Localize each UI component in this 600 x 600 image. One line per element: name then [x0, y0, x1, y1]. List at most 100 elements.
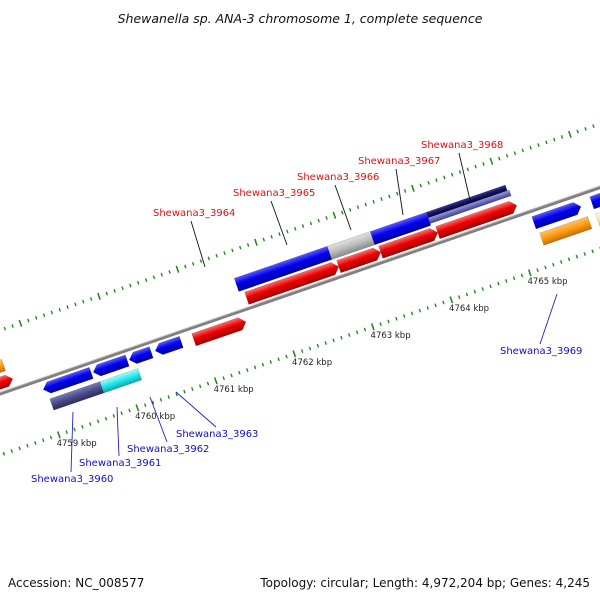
gene-shewana3-3961[interactable]: [99, 368, 143, 394]
minor-tick: [191, 261, 195, 266]
gene-forward-i[interactable]: [589, 186, 600, 210]
gene-label-reverse[interactable]: Shewana3_3969: [500, 346, 582, 357]
minor-tick: [592, 124, 595, 129]
gene-label-forward[interactable]: Shewana3_3967: [358, 156, 440, 167]
gene-forward-f[interactable]: [531, 200, 583, 230]
gene-shewana3-3966[interactable]: [326, 231, 376, 260]
minor-tick: [246, 243, 250, 247]
gene-rev-c[interactable]: [127, 346, 154, 366]
minor-tick: [128, 408, 131, 413]
tick-row-lower: [2, 246, 600, 456]
minor-tick: [317, 218, 320, 223]
major-tick: [175, 265, 180, 273]
gene-forward-d[interactable]: [435, 199, 519, 240]
minor-tick: [104, 416, 108, 421]
minor-tick: [222, 376, 225, 381]
minor-tick: [285, 354, 288, 359]
minor-tick: [73, 427, 76, 432]
gene-shewana3-3960[interactable]: [49, 381, 105, 411]
minor-tick: [341, 210, 344, 215]
leader-line: [175, 391, 217, 428]
gene-forward-g[interactable]: [539, 216, 593, 246]
major-tick: [18, 319, 23, 327]
major-tick: [213, 377, 218, 385]
gene-forward-a[interactable]: [244, 261, 341, 305]
minor-tick: [230, 373, 233, 378]
minor-tick: [105, 291, 109, 296]
kbp-label: 4762 kbp: [292, 358, 332, 368]
minor-tick: [144, 278, 148, 282]
minor-tick: [152, 275, 156, 280]
minor-tick: [395, 316, 398, 321]
minor-tick: [74, 302, 77, 307]
minor-tick: [481, 287, 484, 291]
gene-left-red[interactable]: [0, 373, 15, 394]
minor-tick: [261, 362, 265, 367]
gene-forward-e[interactable]: [191, 316, 248, 347]
minor-tick: [183, 389, 186, 394]
major-tick: [449, 296, 454, 304]
minor-tick: [175, 392, 178, 397]
gene-shewana3-3967[interactable]: [369, 211, 432, 246]
minor-tick: [379, 322, 382, 327]
gene-left-orange[interactable]: [0, 359, 6, 379]
minor-tick: [308, 346, 312, 351]
major-tick: [489, 157, 494, 165]
leader-line: [70, 411, 74, 473]
minor-tick: [427, 180, 430, 185]
gene-forward-b[interactable]: [336, 246, 383, 274]
minor-tick: [474, 164, 477, 169]
minor-tick: [301, 224, 305, 228]
minor-tick: [10, 449, 14, 453]
gene-shewana3-3965[interactable]: [233, 245, 333, 292]
minor-tick: [206, 381, 210, 386]
minor-tick: [426, 306, 429, 310]
minor-tick: [120, 411, 123, 416]
minor-tick: [591, 249, 594, 254]
gene-forward-c[interactable]: [378, 226, 440, 259]
minor-tick: [505, 279, 508, 283]
minor-tick: [300, 349, 304, 354]
gene-shewana3-3968-b[interactable]: [427, 189, 512, 224]
leader-line: [458, 152, 471, 201]
minor-tick: [143, 403, 147, 408]
minor-tick: [372, 199, 375, 204]
gene-rev-a[interactable]: [41, 366, 94, 395]
minor-tick: [286, 229, 289, 234]
accession-text: Accession: NC_008577: [8, 576, 144, 590]
minor-tick: [26, 443, 29, 448]
gene-label-forward[interactable]: Shewana3_3965: [233, 188, 315, 199]
gene-label-reverse[interactable]: Shewana3_3960: [31, 474, 113, 485]
minor-tick: [552, 137, 556, 142]
gene-label-forward[interactable]: Shewana3_3966: [297, 172, 379, 183]
gene-rev-b[interactable]: [91, 354, 130, 378]
gene-label-forward[interactable]: Shewana3_3964: [153, 208, 235, 219]
minor-tick: [66, 305, 69, 309]
minor-tick: [191, 387, 194, 391]
minor-tick: [293, 226, 297, 231]
minor-tick: [340, 335, 343, 340]
backbone: [0, 118, 600, 447]
major-tick: [292, 350, 297, 358]
minor-tick: [253, 365, 257, 370]
gene-features: [0, 184, 600, 411]
minor-tick: [81, 424, 84, 429]
minor-tick: [215, 253, 218, 258]
gene-label-forward[interactable]: Shewana3_3968: [421, 140, 503, 151]
gene-label-reverse[interactable]: Shewana3_3961: [79, 458, 161, 469]
minor-tick: [49, 435, 53, 440]
gene-label-reverse[interactable]: Shewana3_3963: [176, 429, 258, 440]
minor-tick: [387, 319, 390, 324]
minor-tick: [505, 153, 509, 158]
gene-rev-d[interactable]: [153, 335, 184, 356]
gene-forward-h[interactable]: [595, 202, 600, 227]
gene-label-reverse[interactable]: Shewana3_3962: [127, 444, 209, 455]
minor-tick: [168, 270, 171, 274]
minor-tick: [520, 273, 524, 278]
minor-tick: [575, 254, 579, 259]
minor-tick: [167, 395, 170, 399]
genome-summary: Topology: circular; Length: 4,972,204 bp…: [259, 576, 590, 590]
kbp-label: 4760 kbp: [135, 412, 175, 422]
minor-tick: [521, 148, 525, 153]
minor-tick: [112, 414, 116, 418]
